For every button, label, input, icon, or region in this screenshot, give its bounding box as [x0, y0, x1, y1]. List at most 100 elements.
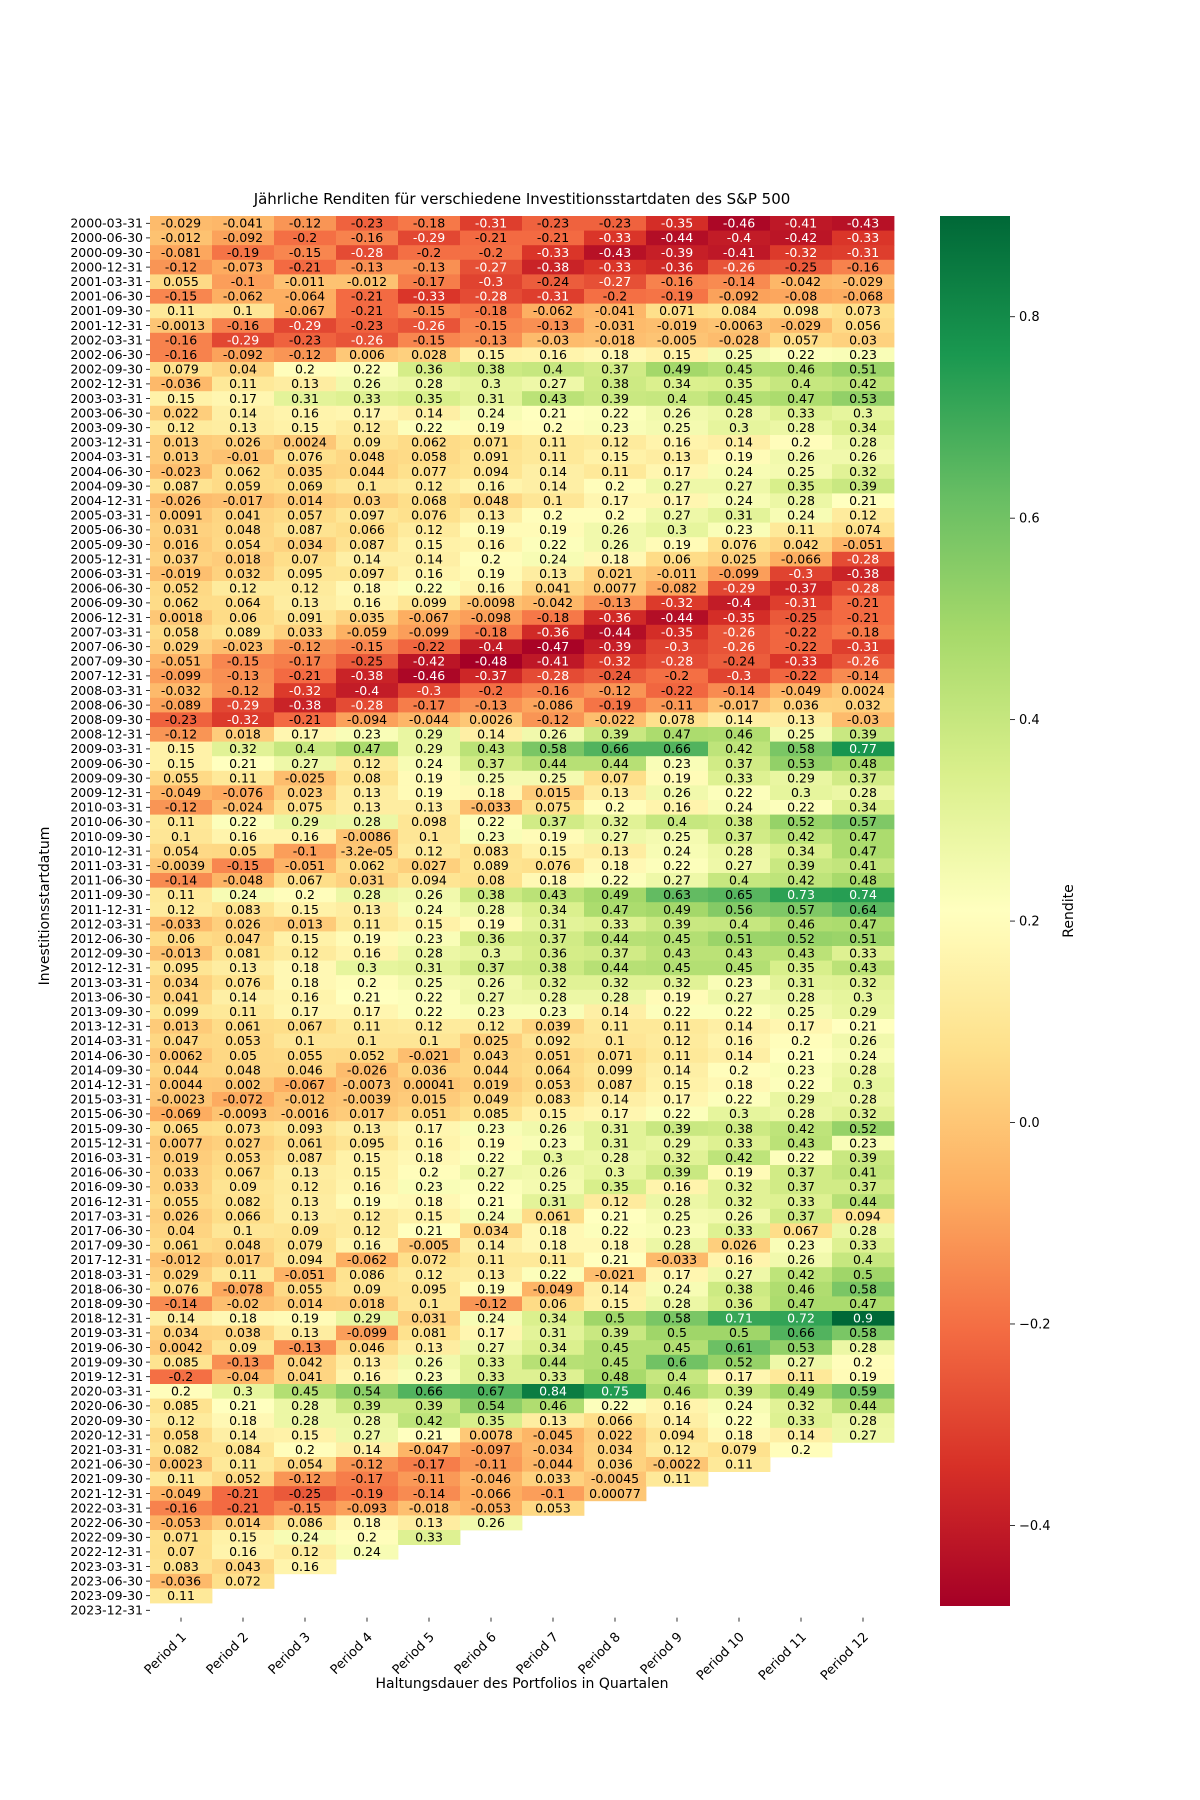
heatmap-cell [646, 493, 709, 509]
heatmap-cell [398, 274, 461, 290]
heatmap-cell [832, 1062, 895, 1078]
heatmap-cell [398, 654, 461, 669]
cell-value-label: 0.11 [353, 1019, 381, 1034]
cell-value-label: 0.24 [725, 493, 753, 508]
heatmap-cell [646, 216, 709, 231]
heatmap-cell [832, 1281, 895, 1297]
heatmap-cell [832, 420, 895, 436]
cell-value-label: -0.041 [595, 303, 635, 318]
heatmap-cell [398, 1530, 461, 1545]
heatmap-cell [212, 741, 275, 757]
heatmap-cell [770, 245, 833, 261]
cell-value-label: 0.28 [787, 420, 815, 435]
heatmap-cell [274, 1194, 337, 1210]
heatmap-cell [212, 216, 275, 231]
y-tick-label: 2021-12-31 [70, 1486, 143, 1501]
cell-value-label: -0.0016 [281, 1106, 329, 1121]
heatmap-cell [150, 435, 213, 450]
cell-value-label: 0.36 [725, 1296, 753, 1311]
cell-value-label: 0.085 [163, 1398, 199, 1413]
heatmap-cell [336, 1238, 399, 1253]
cell-value-label: -0.31 [537, 289, 569, 304]
heatmap-cell [336, 464, 399, 480]
cell-value-label: 0.28 [849, 1092, 877, 1107]
heatmap-cell [832, 230, 895, 246]
cell-value-label: 0.044 [163, 1062, 199, 1077]
heatmap-cell [398, 624, 461, 640]
heatmap-cell [150, 420, 213, 436]
y-tick-label: 2001-09-30 [70, 303, 143, 318]
heatmap-cell [584, 1457, 647, 1472]
heatmap-cell [708, 931, 771, 947]
cell-value-label: 0.72 [787, 1311, 815, 1326]
cell-value-label: -0.32 [599, 654, 631, 669]
heatmap-cell [708, 814, 771, 830]
heatmap-cell [646, 770, 709, 786]
cell-value-label: -0.031 [595, 318, 635, 333]
y-tick-label: 2019-12-31 [70, 1369, 143, 1384]
cell-value-label: 0.42 [415, 1413, 443, 1428]
x-tick-label: Period 7 [514, 1630, 562, 1678]
cell-value-label: 0.19 [415, 770, 443, 785]
heatmap-cell [150, 1062, 213, 1078]
heatmap-cell [522, 1033, 585, 1049]
cell-value-label: 0.32 [229, 741, 257, 756]
heatmap-cell [708, 1004, 771, 1020]
heatmap-cell [336, 668, 399, 684]
heatmap-cell [336, 741, 399, 757]
heatmap-cell [336, 785, 399, 801]
cell-value-label: 0.45 [725, 391, 753, 406]
cell-value-label: 0.3 [791, 785, 811, 800]
heatmap-cell [398, 551, 461, 567]
heatmap-cell [646, 639, 709, 655]
cell-value-label: 0.2 [171, 1384, 191, 1399]
y-tick-labels: 2000-03-312000-06-302000-09-302000-12-31… [70, 216, 150, 1618]
heatmap-cell [832, 1311, 895, 1326]
cell-value-label: 0.47 [353, 741, 381, 756]
cell-value-label: 0.64 [849, 902, 877, 917]
heatmap-cell [336, 697, 399, 713]
heatmap-cell [274, 975, 337, 991]
heatmap-cell [212, 960, 275, 976]
heatmap-cell [398, 420, 461, 436]
heatmap-cell [460, 989, 523, 1005]
heatmap-cell [150, 654, 213, 669]
cell-value-label: 0.11 [601, 464, 629, 479]
cell-value-label: 0.22 [415, 581, 443, 596]
heatmap-cell [522, 1019, 585, 1034]
heatmap-cell [832, 1165, 895, 1180]
heatmap-cell [584, 1033, 647, 1049]
heatmap-cell [646, 683, 709, 699]
cell-value-label: 0.1 [357, 1033, 377, 1048]
y-tick-label: 2005-12-31 [70, 551, 143, 566]
heatmap-cell [646, 303, 709, 319]
heatmap-cell [708, 770, 771, 786]
heatmap-cell [832, 1048, 895, 1064]
heatmap-cell [770, 274, 833, 290]
cell-value-label: -0.33 [847, 230, 879, 245]
cell-value-label: -0.017 [223, 493, 263, 508]
heatmap-cell [522, 1077, 585, 1093]
cell-value-label: -0.25 [785, 610, 817, 625]
heatmap-cell [584, 902, 647, 918]
heatmap-cell [336, 989, 399, 1005]
cell-value-label: 0.25 [663, 420, 691, 435]
cell-value-label: 0.15 [601, 449, 629, 464]
cell-value-label: -0.044 [533, 1457, 573, 1472]
cell-value-label: 0.24 [415, 902, 443, 917]
heatmap-cell [150, 712, 213, 728]
cell-value-label: 0.061 [287, 1135, 323, 1150]
cell-value-label: -0.15 [413, 332, 445, 347]
cell-value-label: 0.34 [663, 376, 691, 391]
heatmap-cell [832, 946, 895, 961]
cell-value-label: 0.19 [849, 1369, 877, 1384]
heatmap-cell [770, 1062, 833, 1078]
colorbar-label: Rendite [1061, 884, 1077, 937]
y-tick-label: 2002-12-31 [70, 376, 143, 391]
heatmap-cell [584, 478, 647, 494]
heatmap-cell [708, 624, 771, 640]
heatmap-cell [398, 814, 461, 830]
heatmap-cell [770, 1106, 833, 1122]
cell-value-label: -0.041 [223, 216, 263, 231]
heatmap-cell [336, 1062, 399, 1078]
